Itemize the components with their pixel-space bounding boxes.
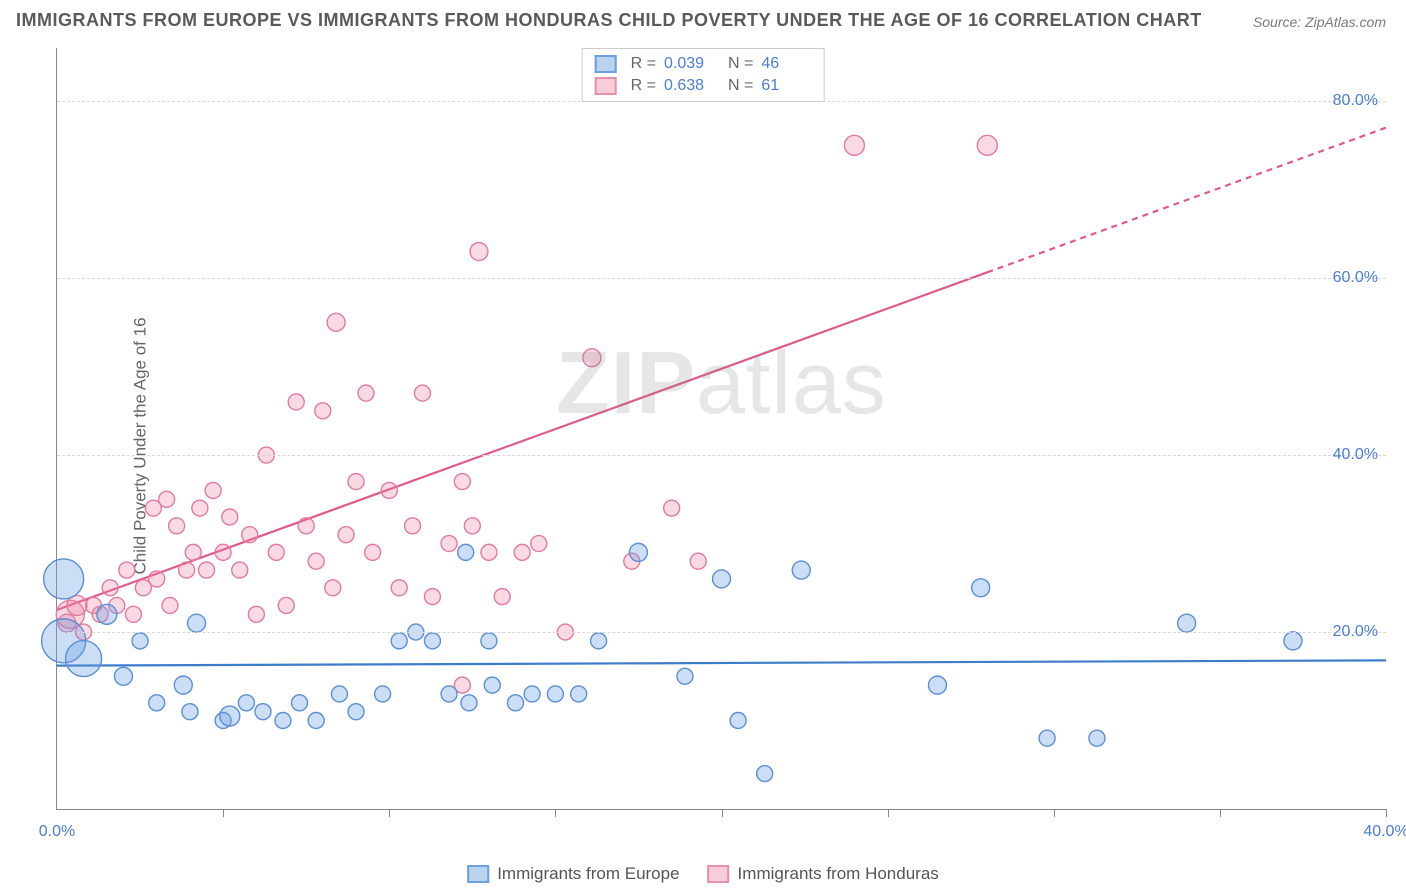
plot-area: ZIPatlas 20.0%40.0%60.0%80.0%0.0%40.0%	[56, 48, 1386, 810]
swatch-honduras	[708, 865, 730, 883]
swatch-europe	[467, 865, 489, 883]
swatch-honduras	[595, 77, 617, 95]
x-tick-label: 0.0%	[39, 823, 75, 841]
x-tick	[888, 809, 889, 817]
y-tick-label: 60.0%	[1333, 269, 1378, 287]
r-value-europe: 0.039	[664, 55, 714, 73]
r-label: R =	[631, 77, 656, 95]
scatter-svg	[57, 48, 1386, 809]
x-tick	[1054, 809, 1055, 817]
grid-line-h	[57, 278, 1386, 279]
x-tick	[389, 809, 390, 817]
x-tick	[555, 809, 556, 817]
r-value-honduras: 0.638	[664, 77, 714, 95]
grid-line-h	[57, 455, 1386, 456]
legend-item-europe: Immigrants from Europe	[467, 864, 679, 884]
y-tick-label: 80.0%	[1333, 92, 1378, 110]
x-tick	[223, 809, 224, 817]
n-label: N =	[728, 77, 753, 95]
chart-title: IMMIGRANTS FROM EUROPE VS IMMIGRANTS FRO…	[16, 10, 1202, 31]
legend-bottom: Immigrants from Europe Immigrants from H…	[467, 864, 939, 884]
n-label: N =	[728, 55, 753, 73]
source-label: Source: ZipAtlas.com	[1253, 14, 1386, 30]
x-tick	[1220, 809, 1221, 817]
legend-label-europe: Immigrants from Europe	[497, 864, 679, 884]
y-tick-label: 40.0%	[1333, 446, 1378, 464]
n-value-europe: 46	[761, 55, 811, 73]
x-tick	[1386, 809, 1387, 817]
grid-line-h	[57, 632, 1386, 633]
legend-stats-row-europe: R = 0.039 N = 46	[595, 53, 812, 75]
legend-stats: R = 0.039 N = 46 R = 0.638 N = 61	[582, 48, 825, 102]
y-tick-label: 20.0%	[1333, 623, 1378, 641]
legend-label-honduras: Immigrants from Honduras	[738, 864, 939, 884]
legend-stats-row-honduras: R = 0.638 N = 61	[595, 75, 812, 97]
swatch-europe	[595, 55, 617, 73]
r-label: R =	[631, 55, 656, 73]
legend-item-honduras: Immigrants from Honduras	[708, 864, 939, 884]
n-value-honduras: 61	[761, 77, 811, 95]
x-tick-label: 40.0%	[1363, 823, 1406, 841]
x-tick	[722, 809, 723, 817]
